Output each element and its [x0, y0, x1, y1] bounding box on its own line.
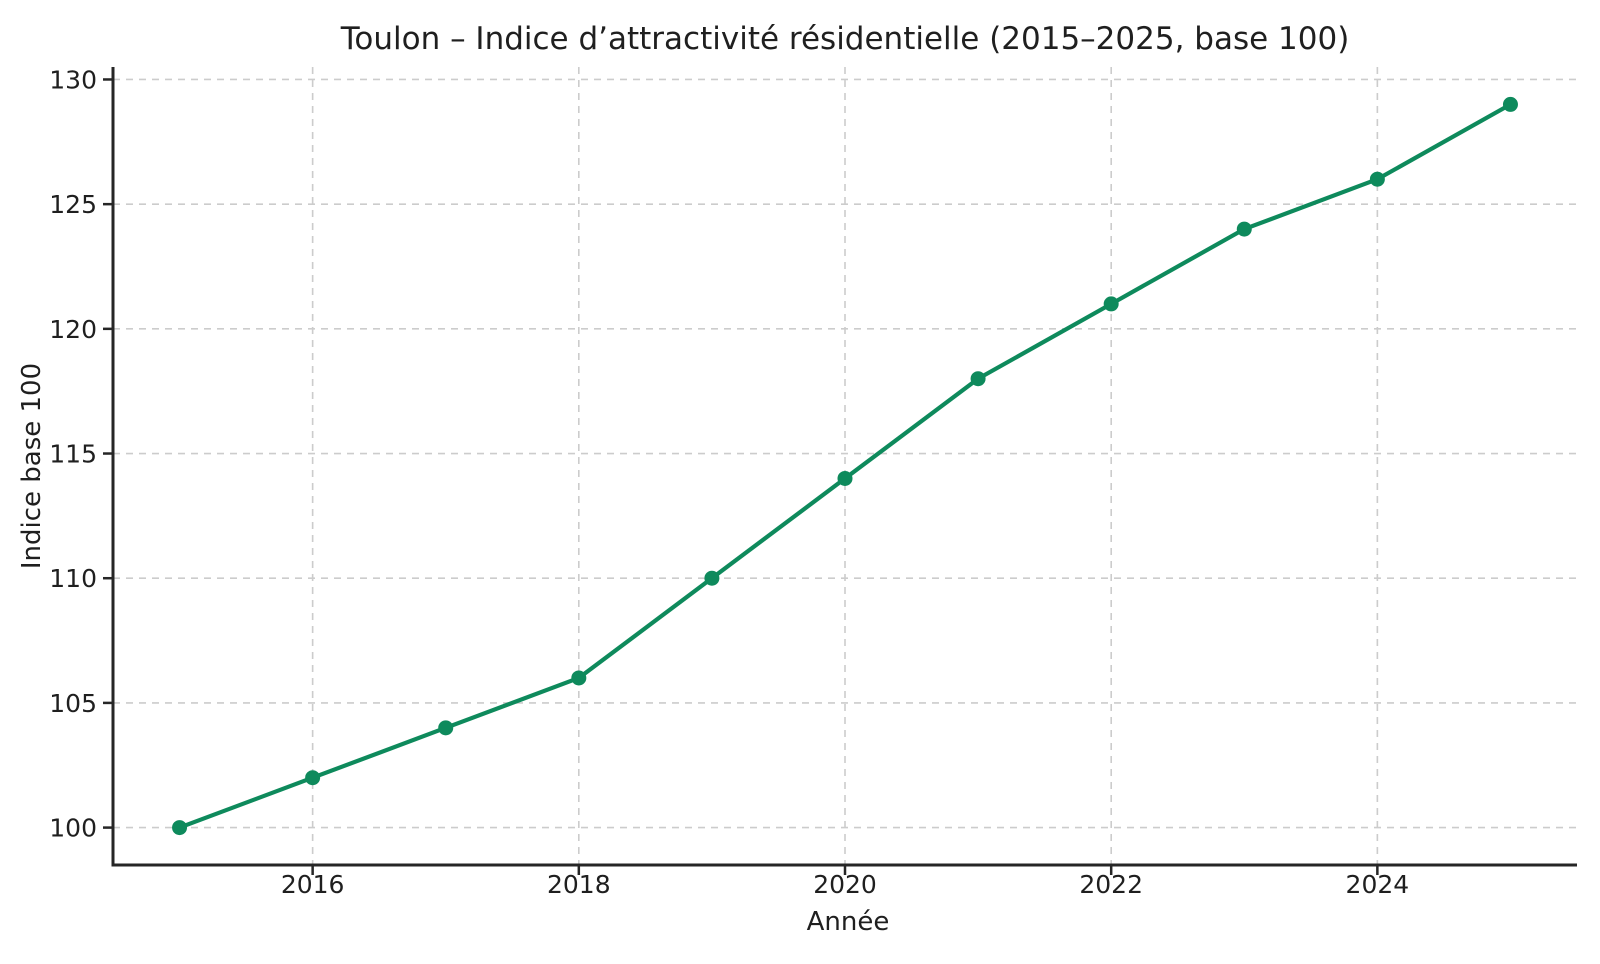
data-point-2023: [1236, 221, 1252, 237]
data-point-2016: [305, 770, 321, 786]
y-tick-label: 100: [49, 814, 97, 843]
y-axis-label: Indice base 100: [17, 363, 47, 569]
y-tick-label: 125: [49, 190, 97, 219]
chart-title: Toulon – Indice d’attractivité résidenti…: [340, 21, 1350, 57]
data-point-2021: [970, 371, 986, 387]
x-tick-label: 2022: [1079, 870, 1143, 899]
x-tick-label: 2018: [547, 870, 611, 899]
y-tick-label: 130: [49, 65, 97, 94]
data-point-2024: [1369, 171, 1385, 187]
y-tick-label: 115: [49, 440, 97, 469]
x-tick-label: 2020: [813, 870, 877, 899]
data-point-2022: [1103, 296, 1119, 312]
data-point-2019: [704, 570, 720, 586]
tick-label-layer: 2016 2018 2020 2022 2024 100 105 110 115 120 125 13…: [49, 65, 1409, 899]
tick-layer: [103, 78, 1379, 875]
grid-layer: [113, 67, 1577, 865]
data-point-2020: [837, 470, 853, 486]
x-tick-label: 2024: [1346, 870, 1410, 899]
y-tick-label: 105: [49, 689, 97, 718]
x-axis-label: Année: [807, 907, 890, 937]
series-layer: [172, 96, 1518, 836]
data-point-2025: [1502, 96, 1518, 112]
data-point-2018: [571, 670, 587, 686]
data-point-2017: [438, 720, 454, 736]
y-tick-label: 110: [49, 564, 97, 593]
data-point-2015: [172, 820, 188, 836]
y-tick-label: 120: [49, 315, 97, 344]
x-tick-label: 2016: [281, 870, 345, 899]
